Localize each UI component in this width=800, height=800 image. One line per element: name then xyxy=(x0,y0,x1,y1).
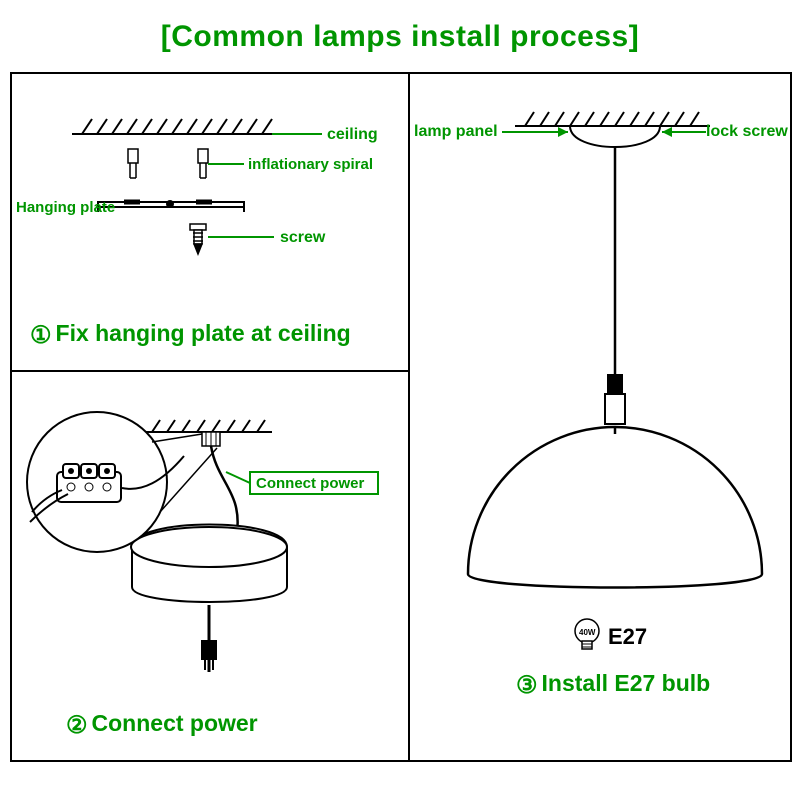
label-lock-screw: lock screw xyxy=(706,123,788,140)
panel-step-1: ceiling inflationary spiral Hanging plat… xyxy=(10,72,410,372)
label-ceiling: ceiling xyxy=(327,126,378,143)
step3-number: ③ xyxy=(516,671,538,700)
page-title: [Common lamps install process] xyxy=(0,0,800,64)
diagram-grid: ceiling inflationary spiral Hanging plat… xyxy=(10,72,792,762)
step3-diagram: lamp panel lock screw 40W xyxy=(410,74,792,762)
step2-caption: ②Connect power xyxy=(66,710,258,740)
step2-number: ② xyxy=(66,711,88,740)
step3-caption: ③Install E27 bulb xyxy=(516,670,710,700)
label-hanging-plate: Hanging plate xyxy=(16,199,115,216)
panel-step-2: Connect power ②Connect power xyxy=(10,372,410,762)
label-lamp-panel: lamp panel xyxy=(414,123,498,140)
label-screw: screw xyxy=(280,229,326,246)
bulb-wattage: 40W xyxy=(579,628,596,637)
step2-diagram: Connect power xyxy=(12,372,410,762)
label-connect-power: Connect power xyxy=(256,475,365,492)
label-inflationary-spiral: inflationary spiral xyxy=(248,156,373,173)
panel-step-3: lamp panel lock screw 40W xyxy=(410,72,792,762)
bulb-socket: E27 xyxy=(608,624,647,649)
step1-number: ① xyxy=(30,321,52,350)
step1-caption: ①Fix hanging plate at ceiling xyxy=(30,320,351,350)
